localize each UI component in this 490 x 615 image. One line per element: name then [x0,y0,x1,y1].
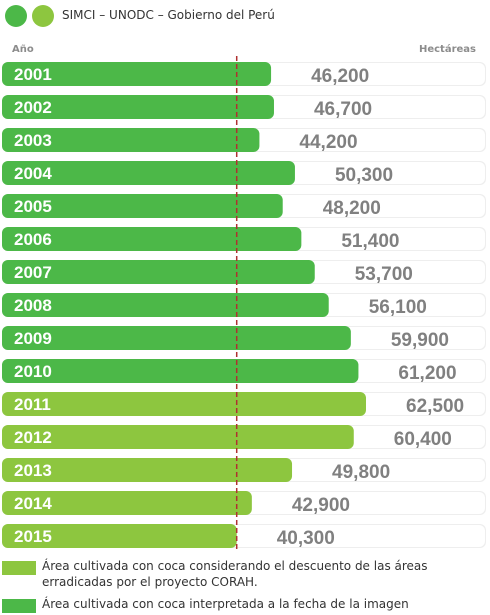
value-label-2014: 42,900 [292,495,350,516]
dark-green-dot-icon [5,5,27,27]
year-label-2007: 2007 [14,263,52,282]
bar-2005 [2,194,283,218]
legend-label-image-date: Área cultivada con coca interpretada a l… [42,597,409,611]
value-label-2003: 44,200 [299,132,357,153]
value-label-2008: 56,100 [369,297,427,318]
bar-2004 [2,161,295,185]
value-label-2012: 60,400 [394,429,452,450]
year-label-2014: 2014 [14,494,52,513]
year-label-2011: 2011 [14,395,51,414]
bar-2013 [2,458,293,482]
year-label-2004: 2004 [14,164,52,183]
year-label-2001: 2001 [14,65,52,84]
axis-label-year: Año [12,44,34,55]
bar-2009 [2,326,351,350]
bar-2006 [2,227,302,251]
bar-2003 [2,128,260,152]
year-label-2009: 2009 [14,329,52,348]
bar-2014 [2,491,252,515]
year-label-2015: 2015 [14,527,52,546]
source-label: SIMCI – UNODC – Gobierno del Perú [62,8,275,22]
bar-2002 [2,95,274,119]
value-label-2004: 50,300 [335,165,393,186]
bar-2015 [2,524,237,548]
legend-label-corah: Área cultivada con coca considerando el … [42,559,428,589]
year-label-2008: 2008 [14,296,52,315]
legend-swatch-light [2,561,36,575]
legend-swatch-dark [2,599,36,613]
value-label-2015: 40,300 [277,528,335,549]
value-label-2013: 49,800 [332,462,390,483]
year-label-2003: 2003 [14,131,52,150]
bar-2010 [2,359,359,383]
value-label-2007: 53,700 [355,264,413,285]
year-label-2005: 2005 [14,197,52,216]
light-green-dot-icon [32,5,54,27]
value-label-2002: 46,700 [314,99,372,120]
coca-area-bar-chart: 2001 46,200 2002 46,700 2003 44,200 2004 50,300… [2,56,486,550]
year-label-2002: 2002 [14,98,52,117]
value-label-2011: 62,500 [406,396,464,417]
year-label-2006: 2006 [14,230,52,249]
value-label-2005: 48,200 [323,198,381,219]
axis-label-hectares: Hectáreas [418,44,476,55]
bar-2011 [2,392,366,416]
year-label-2013: 2013 [14,461,52,480]
bar-2008 [2,293,329,317]
bar-2001 [2,62,272,86]
value-label-2009: 59,900 [391,330,449,351]
value-label-2010: 61,200 [398,363,456,384]
year-label-2012: 2012 [14,428,52,447]
bar-2012 [2,425,354,449]
year-label-2010: 2010 [14,362,52,381]
value-label-2006: 51,400 [341,231,399,252]
chart-header: SIMCI – UNODC – Gobierno del Perú [0,0,490,34]
value-label-2001: 46,200 [311,66,369,87]
